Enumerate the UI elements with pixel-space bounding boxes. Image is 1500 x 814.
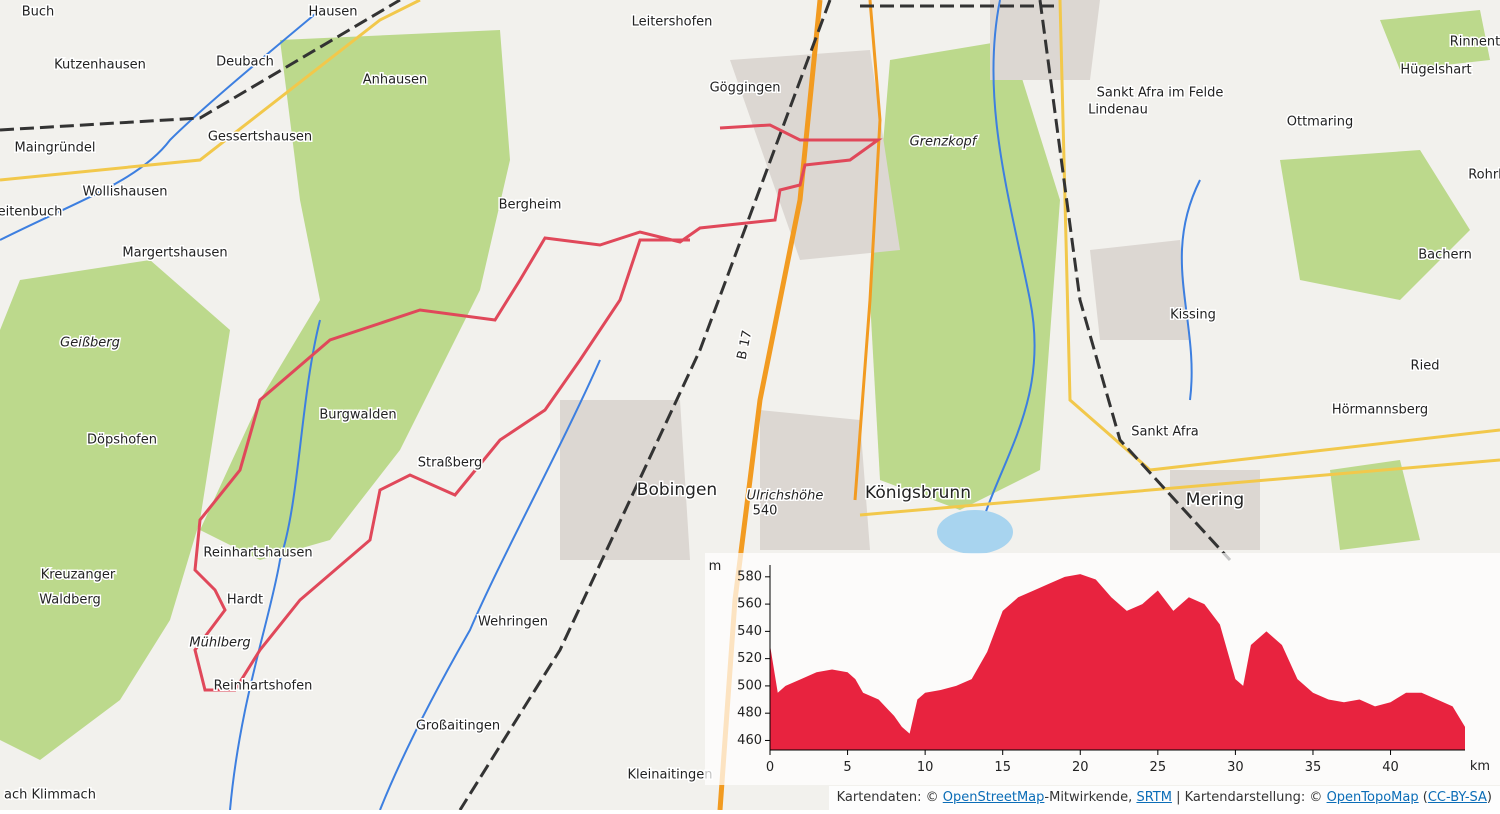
place-label: Buch bbox=[22, 5, 55, 20]
attribution-text: ) bbox=[1486, 790, 1492, 805]
place-label: Wehringen bbox=[478, 615, 548, 630]
attribution-link[interactable]: CC-BY-SA bbox=[1427, 790, 1487, 805]
attribution-link[interactable]: OpenStreetMap bbox=[942, 790, 1045, 805]
place-label: Mering bbox=[1186, 490, 1244, 510]
route bbox=[193, 123, 883, 692]
place-label: Gessertshausen bbox=[208, 130, 312, 145]
y-tick-label: 500 bbox=[737, 678, 762, 693]
place-labels: Buch Hausen Leitershofen Kutzenhausen Deubac… bbox=[0, 3, 1500, 804]
attribution-text: -Mitwirkende, bbox=[1044, 790, 1137, 805]
place-label: Kutzenhausen bbox=[54, 58, 146, 73]
x-tick-label: 40 bbox=[1382, 760, 1399, 775]
place-label: ach Klimmach bbox=[4, 788, 96, 803]
place-label: Sankt Afra im Felde bbox=[1097, 86, 1224, 101]
y-axis-label: m bbox=[709, 559, 722, 574]
place-label: Hardt bbox=[227, 593, 263, 608]
y-tick-label: 460 bbox=[737, 733, 762, 748]
place-label: Hügelshart bbox=[1400, 63, 1471, 78]
place-label: Kreuzanger bbox=[41, 568, 116, 583]
attribution-link[interactable]: OpenTopoMap bbox=[1326, 790, 1419, 805]
y-tick-label: 540 bbox=[737, 624, 762, 639]
x-tick-label: 25 bbox=[1150, 760, 1167, 775]
place-label: Mühlberg bbox=[189, 636, 250, 651]
attribution-text: ( bbox=[1418, 790, 1428, 805]
place-label: Maingründel bbox=[15, 141, 96, 156]
x-tick-label: 15 bbox=[994, 760, 1011, 775]
attribution-text: Kartendaten: © bbox=[836, 790, 943, 805]
place-label: Reinhartshausen bbox=[203, 546, 312, 561]
elevation-area bbox=[770, 574, 1465, 750]
place-label: Reinhartshofen bbox=[214, 679, 313, 694]
place-label: Lindenau bbox=[1088, 103, 1148, 118]
elevation-profile: 460 480 500 520 540 560 580 0 5 10 15 20 25 30 35 40 m km bbox=[709, 559, 1490, 775]
place-label: Göggingen bbox=[710, 81, 781, 96]
place-label: Hausen bbox=[309, 5, 358, 20]
place-label: Sankt Afra bbox=[1131, 425, 1199, 440]
place-label: Kleinaitingen bbox=[627, 768, 712, 783]
place-label: Ottmaring bbox=[1287, 115, 1354, 130]
place-label: B 17 bbox=[735, 329, 756, 361]
place-label: Kissing bbox=[1170, 308, 1216, 323]
place-label: Rinnent bbox=[1450, 35, 1500, 50]
place-label: Waldberg bbox=[39, 593, 100, 608]
place-label: Burgwalden bbox=[319, 408, 396, 423]
place-label: Anhausen bbox=[363, 73, 428, 88]
place-label: eitenbuch bbox=[0, 205, 62, 220]
forest bbox=[0, 10, 1490, 760]
place-label: Ulrichshöhe bbox=[747, 489, 824, 504]
x-tick-label: 10 bbox=[917, 760, 934, 775]
x-tick-label: 30 bbox=[1227, 760, 1244, 775]
y-tick-label: 580 bbox=[737, 569, 762, 584]
y-tick-label: 520 bbox=[737, 651, 762, 666]
place-label: Margertshausen bbox=[122, 246, 227, 261]
attribution-text: | Kartendarstellung: © bbox=[1171, 790, 1327, 805]
x-axis-label: km bbox=[1470, 759, 1490, 774]
place-label: Straßberg bbox=[418, 456, 482, 471]
railways bbox=[0, 0, 1232, 811]
x-tick-label: 35 bbox=[1305, 760, 1322, 775]
place-label: 540 bbox=[753, 504, 778, 519]
place-label: Großaitingen bbox=[416, 719, 500, 734]
place-label: Ried bbox=[1411, 359, 1440, 374]
y-tick-label: 560 bbox=[737, 597, 762, 612]
attribution: Kartendaten: © OpenStreetMap-Mitwirkende… bbox=[828, 786, 1500, 810]
y-tick-label: 480 bbox=[737, 706, 762, 721]
rivers bbox=[0, 0, 1201, 811]
lake bbox=[937, 510, 1013, 554]
x-tick-label: 5 bbox=[843, 760, 851, 775]
x-tick-label: 20 bbox=[1072, 760, 1089, 775]
place-label: Bergheim bbox=[499, 198, 562, 213]
place-label: Königsbrunn bbox=[865, 483, 971, 503]
place-label: Bobingen bbox=[637, 480, 717, 500]
x-tick-label: 0 bbox=[766, 760, 774, 775]
place-label: Deubach bbox=[216, 55, 274, 70]
place-label: Geißberg bbox=[60, 336, 120, 351]
attribution-link[interactable]: SRTM bbox=[1136, 790, 1172, 805]
place-label: Döpshofen bbox=[87, 433, 157, 448]
place-label: Leitershofen bbox=[632, 15, 713, 30]
place-label: Wollishausen bbox=[82, 185, 167, 200]
place-label: Bachern bbox=[1418, 248, 1472, 263]
place-label: Rohrl bbox=[1468, 168, 1500, 183]
place-label: Hörmannsberg bbox=[1332, 403, 1428, 418]
place-label: Grenzkopf bbox=[910, 135, 979, 150]
